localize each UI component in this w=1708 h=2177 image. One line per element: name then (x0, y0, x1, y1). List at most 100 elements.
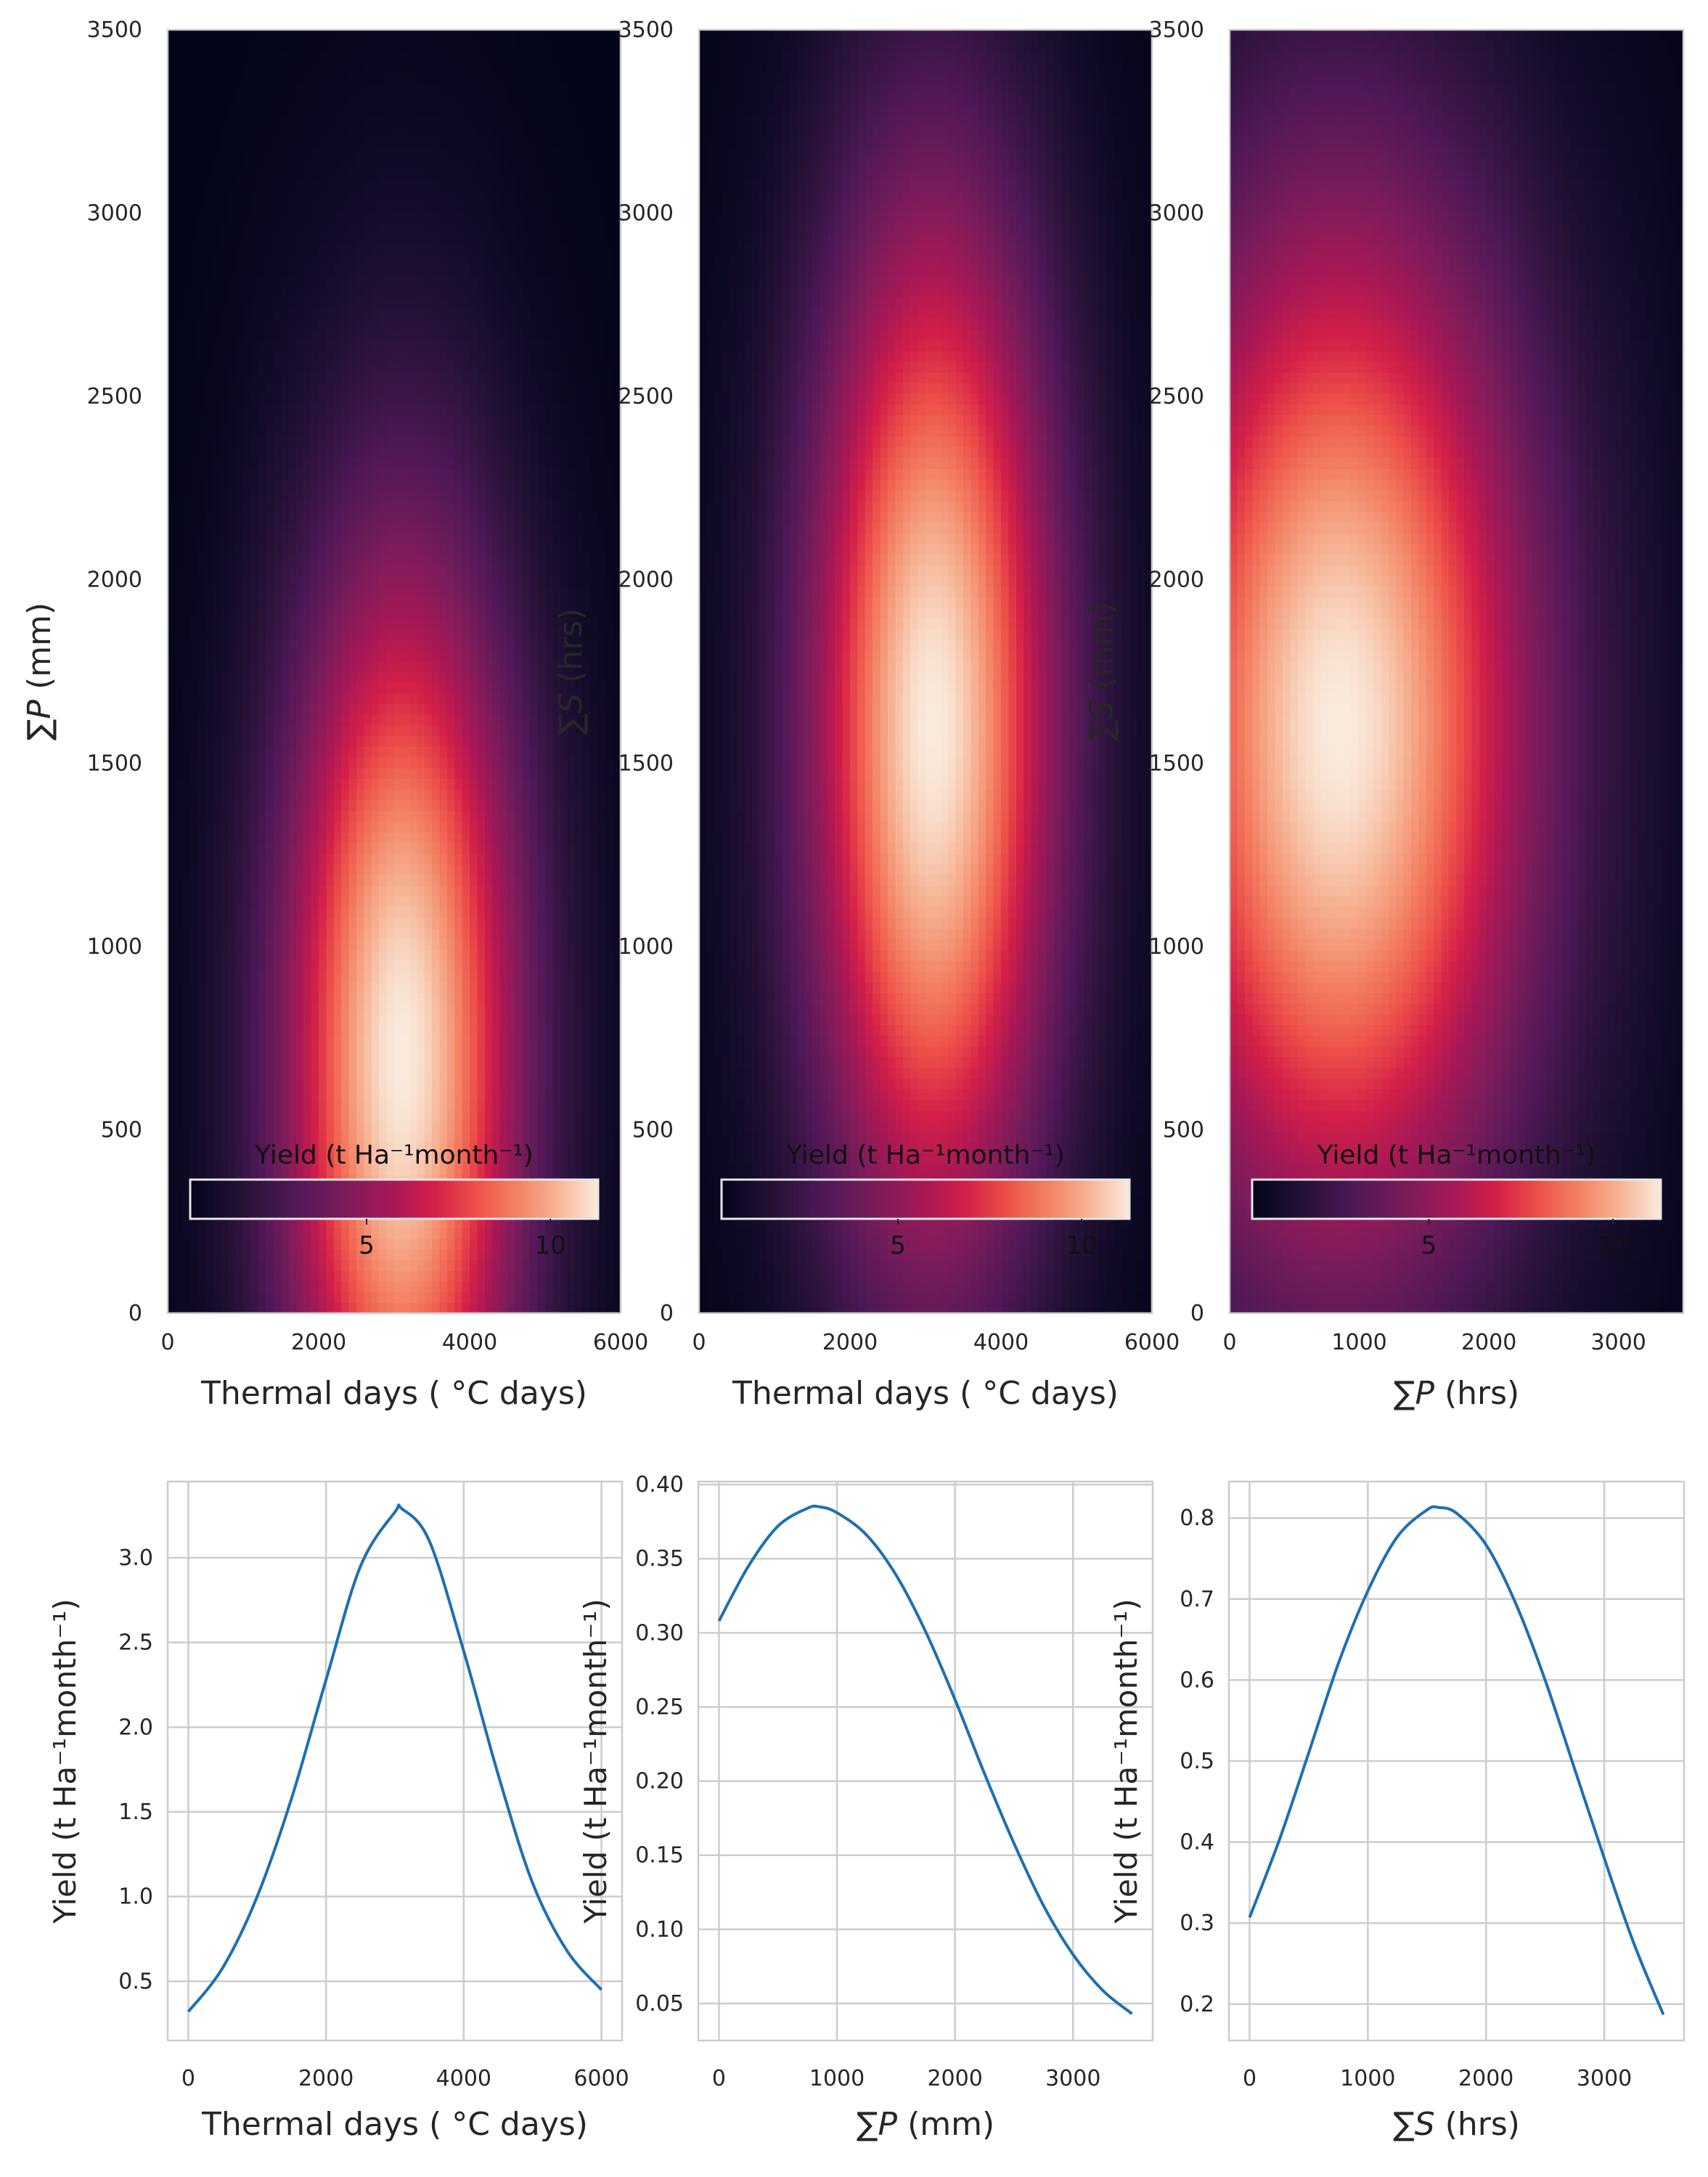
heatmap-cell (288, 425, 297, 437)
heatmap-cell (243, 126, 252, 138)
heatmap-cell (182, 553, 191, 565)
heatmap-cell (319, 693, 327, 704)
heatmap-cell (462, 917, 470, 929)
heatmap-cell (228, 1228, 237, 1239)
heatmap-cell (394, 232, 403, 245)
heatmap-cell (439, 735, 448, 747)
heatmap-cell (250, 168, 259, 181)
heatmap-cell (281, 853, 290, 865)
heatmap-cell (439, 874, 448, 886)
heatmap-cell (235, 1228, 244, 1239)
heatmap-cell (250, 1249, 259, 1261)
heatmap-cell (213, 105, 221, 116)
heatmap-cell (462, 532, 470, 544)
heatmap-cell (311, 190, 319, 202)
heatmap-cell (348, 179, 357, 191)
heatmap-cell (213, 72, 221, 84)
heatmap-cell (333, 1013, 342, 1025)
heatmap-cell (288, 618, 297, 629)
heatmap-cell (417, 885, 425, 897)
heatmap-cell (288, 62, 297, 73)
heatmap-cell (235, 1045, 244, 1058)
heatmap-cell (288, 586, 297, 597)
heatmap-cell (446, 1153, 455, 1164)
heatmap-cell (235, 767, 244, 780)
heatmap-cell (409, 1259, 417, 1271)
heatmap-cell (175, 532, 184, 544)
heatmap-cell (220, 329, 229, 341)
heatmap-cell (319, 340, 327, 351)
heatmap-cell (439, 425, 448, 437)
heatmap-cell (311, 1002, 319, 1015)
heatmap-cell (288, 1034, 297, 1047)
heatmap-cell (175, 949, 184, 961)
heatmap-cell (205, 158, 214, 170)
heatmap-cell (454, 1034, 463, 1047)
heatmap-cell (333, 30, 342, 41)
heatmap-cell (470, 864, 478, 875)
heatmap-cell (273, 671, 282, 683)
heatmap-cell (220, 340, 229, 351)
heatmap-cell (303, 243, 312, 256)
heatmap-cell (250, 724, 259, 737)
heatmap-cell (235, 1163, 244, 1175)
heatmap-cell (371, 351, 380, 362)
heatmap-cell (258, 457, 266, 469)
heatmap-cell (371, 318, 380, 330)
heatmap-cell (462, 671, 470, 683)
heatmap-cell (273, 575, 282, 587)
heatmap-cell (470, 1270, 478, 1282)
heatmap-cell (424, 821, 433, 833)
heatmap-cell (432, 511, 441, 523)
heatmap-cell (439, 1045, 448, 1058)
heatmap-cell (424, 650, 433, 662)
heatmap-cell (386, 1067, 395, 1079)
heatmap-cell (288, 885, 297, 897)
heatmap-cell (341, 714, 350, 726)
heatmap-cell (281, 1013, 290, 1025)
heatmap-cell (190, 543, 199, 555)
heatmap-cell (364, 1034, 372, 1047)
heatmap-cell (258, 190, 266, 202)
heatmap-cell (250, 607, 259, 619)
heatmap-cell (175, 1281, 184, 1293)
heatmap-cell (379, 693, 388, 704)
heatmap-cell (356, 40, 365, 52)
heatmap-cell (424, 1249, 433, 1261)
heatmap-cell (401, 693, 410, 704)
heatmap-cell (364, 864, 372, 875)
heatmap-cell (364, 297, 372, 309)
heatmap-cell (401, 1270, 410, 1282)
heatmap-cell (175, 158, 184, 170)
heatmap-cell (197, 1067, 206, 1079)
heatmap-cell (250, 1142, 259, 1153)
heatmap-cell (295, 1270, 304, 1282)
heatmap-cell (190, 243, 199, 256)
heatmap-cell (213, 478, 221, 491)
heatmap-cell (243, 1110, 252, 1122)
heatmap-cell (348, 1034, 357, 1047)
heatmap-cell (364, 960, 372, 972)
heatmap-cell (401, 105, 410, 116)
heatmap-cell (432, 1077, 441, 1090)
heatmap-cell (266, 308, 274, 319)
heatmap-cell (250, 62, 259, 73)
heatmap-cell (250, 1228, 259, 1239)
heatmap-cell (341, 1270, 350, 1282)
heatmap-cell (424, 553, 433, 565)
heatmap-cell (462, 1291, 470, 1304)
heatmap-cell (295, 1045, 304, 1058)
heatmap-cell (228, 575, 237, 587)
heatmap-cell (175, 329, 184, 341)
heatmap-cell (333, 917, 342, 929)
heatmap-cell (424, 232, 433, 245)
heatmap-cell (341, 917, 350, 929)
heatmap-cell (311, 372, 319, 383)
heatmap-cell (228, 661, 237, 672)
heatmap-cell (311, 158, 319, 170)
heatmap-cell (235, 981, 244, 993)
heatmap-cell (401, 832, 410, 844)
heatmap-cell (341, 468, 350, 480)
heatmap-cell (470, 832, 478, 844)
heatmap-cell (273, 650, 282, 662)
